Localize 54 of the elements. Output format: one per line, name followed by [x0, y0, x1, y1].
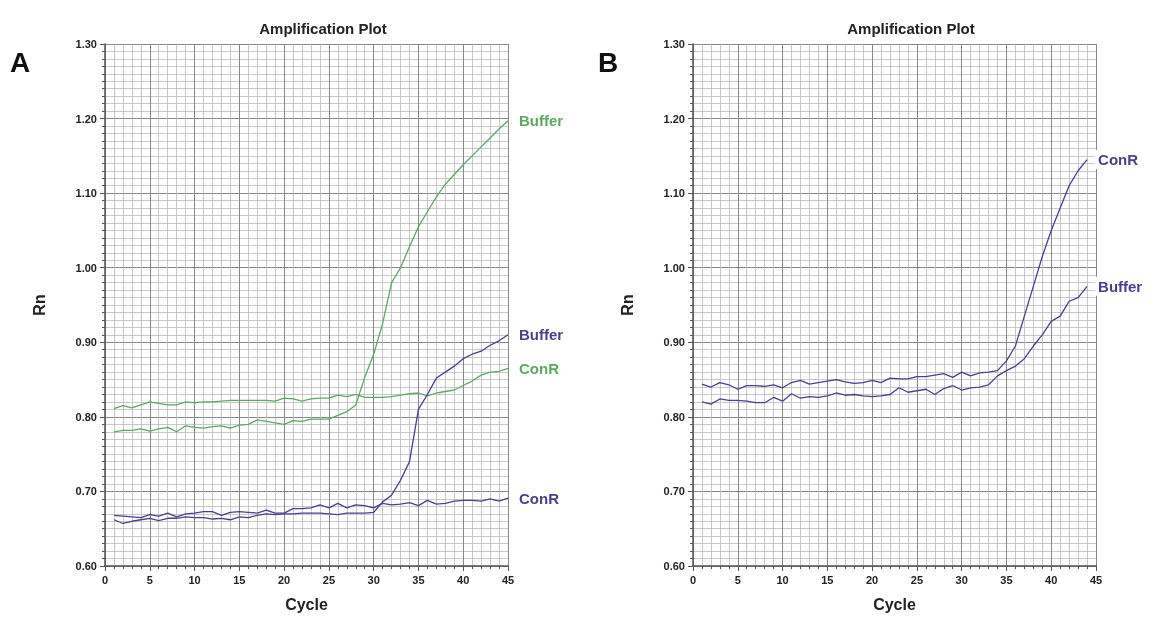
y-tick-label: 1.00 [663, 261, 685, 274]
line-series [113, 120, 509, 433]
line-series [701, 158, 1088, 390]
text: A [10, 46, 31, 78]
y-tick-label: 0.90 [663, 336, 685, 349]
x-axis-title: Cycle [285, 595, 328, 613]
y-tick-label: 0.70 [75, 485, 97, 498]
x-tick-label: 30 [955, 573, 968, 586]
x-tick-label: 5 [146, 573, 153, 586]
y-tick-label: 0.80 [663, 410, 685, 423]
y-tick-label: 1.30 [75, 38, 97, 50]
line-series [113, 334, 509, 525]
y-tick-label: 1.20 [663, 112, 685, 125]
x-tick-label: 30 [367, 573, 380, 586]
x-tick-label: 20 [865, 573, 879, 586]
series-label: Buffer [519, 112, 564, 130]
x-tick-label: 0 [689, 573, 697, 586]
x-tick-label: 10 [776, 573, 789, 586]
x-tick-label: 15 [821, 573, 834, 586]
x-tick-label: 20 [277, 573, 291, 586]
y-tick-label: 1.30 [663, 38, 685, 50]
chart-title: Amplification Plot [259, 20, 387, 37]
x-tick-label: 45 [501, 573, 515, 586]
x-tick-label: 40 [457, 573, 470, 586]
x-tick-label: 35 [1000, 573, 1013, 586]
y-tick-label: 1.10 [663, 187, 685, 200]
text: B [598, 46, 619, 78]
series-label: Buffer [1098, 277, 1143, 295]
series-label: ConR [519, 359, 560, 377]
x-tick-label: 45 [1089, 573, 1103, 586]
x-tick-label: 40 [1045, 573, 1058, 586]
y-tick-label: 1.20 [75, 112, 97, 125]
line-series [701, 285, 1088, 405]
x-tick-label: 25 [322, 573, 336, 586]
y-tick-label: 1.10 [75, 187, 97, 200]
x-tick-label: 35 [412, 573, 425, 586]
chart-title: Amplification Plot [847, 20, 975, 37]
series-label: Buffer [519, 326, 564, 344]
y-tick-label: 1.00 [75, 261, 97, 274]
x-tick-label: 10 [188, 573, 201, 586]
x-tick-label: 25 [910, 573, 924, 586]
x-tick-label: 5 [734, 573, 741, 586]
y-tick-label: 0.60 [75, 560, 97, 572]
y-tick-label: 0.80 [75, 410, 97, 423]
y-tick-label: 0.90 [75, 336, 97, 349]
y-axis-title: Rn [30, 294, 48, 316]
x-tick-label: 0 [101, 573, 109, 586]
x-tick-label: 15 [233, 573, 246, 586]
series-label: ConR [519, 489, 560, 507]
series-label: ConR [1098, 151, 1139, 169]
y-tick-label: 0.70 [663, 485, 685, 498]
x-axis-title: Cycle [873, 595, 916, 613]
y-tick-label: 0.60 [663, 560, 685, 572]
y-axis-title: Rn [618, 294, 636, 316]
